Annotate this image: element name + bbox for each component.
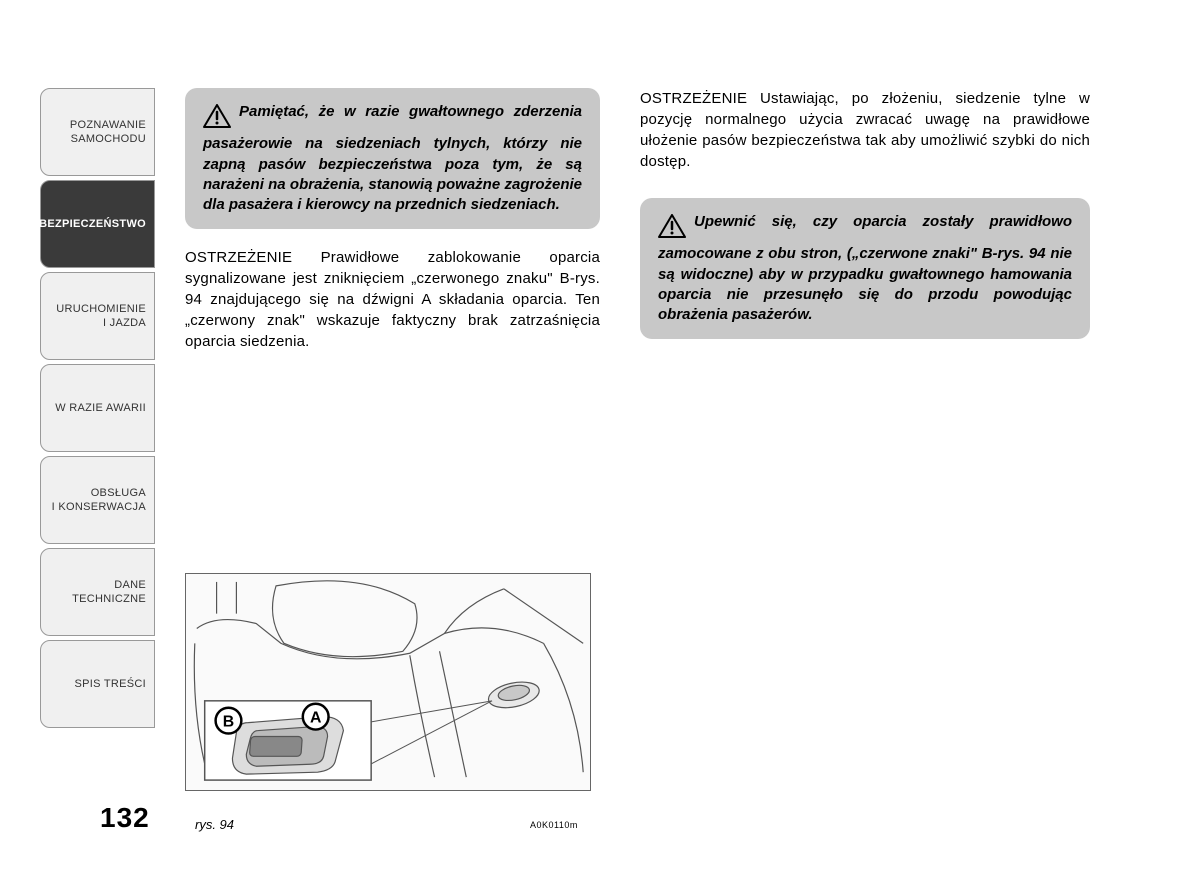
page-number: 132 bbox=[100, 802, 150, 834]
warning-box-2: Upewnić się, czy oparcia zostały prawidł… bbox=[640, 198, 1090, 339]
warning-box-1: Pamiętać, że w razie gwałtownego zderzen… bbox=[185, 88, 600, 229]
warning-text: Pamiętać, że w razie gwałtownego zderzen… bbox=[203, 103, 582, 213]
figure-illustration: B A bbox=[186, 574, 590, 790]
figure-caption: rys. 94 bbox=[195, 817, 234, 832]
body-paragraph: OSTRZEŻENIE Ustawiając, po złożeniu, sie… bbox=[640, 88, 1090, 172]
sidebar-nav: POZNAWANIESAMOCHODU BEZPIECZEŃSTWO URUCH… bbox=[40, 88, 155, 732]
left-column: Pamiętać, że w razie gwałtownego zderzen… bbox=[185, 88, 600, 352]
tab-dane[interactable]: DANETECHNICZNE bbox=[40, 548, 155, 636]
tab-spis[interactable]: SPIS TREŚCI bbox=[40, 640, 155, 728]
warning-text: Upewnić się, czy oparcia zostały prawidł… bbox=[658, 213, 1072, 323]
figure-code: A0K0110m bbox=[530, 820, 578, 830]
figure-94: B A bbox=[185, 573, 591, 791]
tab-obsluga[interactable]: OBSŁUGAI KONSERWACJA bbox=[40, 456, 155, 544]
tab-label: SPIS TREŚCI bbox=[74, 677, 146, 691]
right-column: OSTRZEŻENIE Ustawiając, po złożeniu, sie… bbox=[640, 88, 1090, 357]
tab-label: W RAZIE AWARII bbox=[55, 401, 146, 415]
figure-label-b: B bbox=[223, 714, 234, 731]
tab-awarii[interactable]: W RAZIE AWARII bbox=[40, 364, 155, 452]
tab-bezpieczenstwo[interactable]: BEZPIECZEŃSTWO bbox=[40, 180, 155, 268]
figure-label-a: A bbox=[310, 710, 322, 727]
tab-label: URUCHOMIENIEI JAZDA bbox=[56, 302, 146, 331]
warning-icon bbox=[658, 214, 686, 244]
tab-label: OBSŁUGAI KONSERWACJA bbox=[52, 486, 146, 515]
tab-label: POZNAWANIESAMOCHODU bbox=[70, 118, 146, 147]
tab-poznawanie[interactable]: POZNAWANIESAMOCHODU bbox=[40, 88, 155, 176]
body-paragraph: OSTRZEŻENIE Prawidłowe zablokowanie opar… bbox=[185, 247, 600, 352]
tab-uruchomienie[interactable]: URUCHOMIENIEI JAZDA bbox=[40, 272, 155, 360]
tab-label: BEZPIECZEŃSTWO bbox=[39, 217, 146, 231]
tab-label: DANETECHNICZNE bbox=[72, 578, 146, 607]
warning-icon bbox=[203, 104, 231, 134]
